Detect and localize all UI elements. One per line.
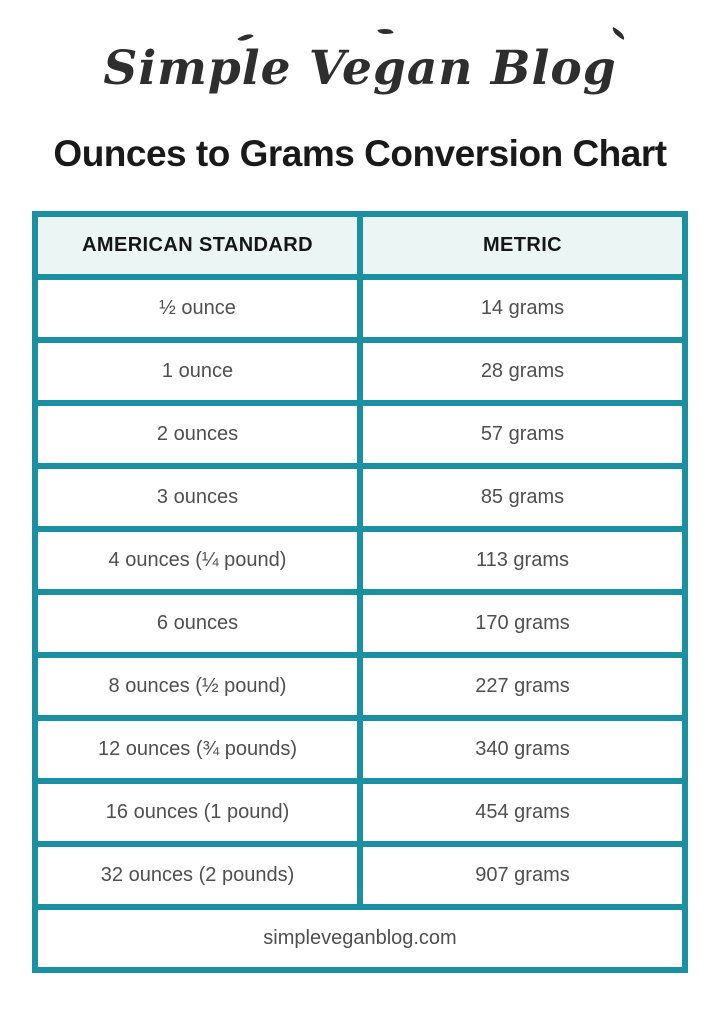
metric-value: 340 grams: [363, 721, 682, 778]
table-row: 4 ounces (¼ pound) 113 grams: [38, 532, 682, 589]
table-footer-row: simpleveganblog.com: [38, 910, 682, 967]
page-title: Ounces to Grams Conversion Chart: [53, 133, 667, 174]
american-standard-value: 32 ounces (2 pounds): [38, 847, 357, 904]
column-header-american-standard: AMERICAN STANDARD: [38, 217, 357, 274]
metric-value: 170 grams: [363, 595, 682, 652]
logo: Simple Vegan Blog: [0, 26, 720, 102]
table-row: 2 ounces 57 grams: [38, 406, 682, 463]
american-standard-value: ½ ounce: [38, 280, 357, 337]
american-standard-value: 6 ounces: [38, 595, 357, 652]
table-row: 32 ounces (2 pounds) 907 grams: [38, 847, 682, 904]
leaf-icon: [610, 27, 628, 40]
american-standard-value: 8 ounces (½ pound): [38, 658, 357, 715]
metric-value: 113 grams: [363, 532, 682, 589]
american-standard-value: 3 ounces: [38, 469, 357, 526]
metric-value: 85 grams: [363, 469, 682, 526]
table-row: 16 ounces (1 pound) 454 grams: [38, 784, 682, 841]
table-row: 12 ounces (¾ pounds) 340 grams: [38, 721, 682, 778]
american-standard-value: 4 ounces (¼ pound): [38, 532, 357, 589]
table-row: 3 ounces 85 grams: [38, 469, 682, 526]
american-standard-value: 1 ounce: [38, 343, 357, 400]
table-row: ½ ounce 14 grams: [38, 280, 682, 337]
table-row: 8 ounces (½ pound) 227 grams: [38, 658, 682, 715]
table-row: 6 ounces 170 grams: [38, 595, 682, 652]
table-row: 1 ounce 28 grams: [38, 343, 682, 400]
conversion-table: AMERICAN STANDARD METRIC ½ ounce 14 gram…: [32, 211, 688, 973]
metric-value: 907 grams: [363, 847, 682, 904]
metric-value: 28 grams: [363, 343, 682, 400]
logo-text: Simple Vegan Blog: [103, 41, 617, 96]
metric-value: 454 grams: [363, 784, 682, 841]
american-standard-value: 12 ounces (¾ pounds): [38, 721, 357, 778]
american-standard-value: 2 ounces: [38, 406, 357, 463]
metric-value: 227 grams: [363, 658, 682, 715]
table-header-row: AMERICAN STANDARD METRIC: [38, 217, 682, 274]
metric-value: 14 grams: [363, 280, 682, 337]
leaf-icon: [377, 26, 394, 37]
american-standard-value: 16 ounces (1 pound): [38, 784, 357, 841]
website-url: simpleveganblog.com: [38, 910, 682, 967]
column-header-metric: METRIC: [363, 217, 682, 274]
metric-value: 57 grams: [363, 406, 682, 463]
